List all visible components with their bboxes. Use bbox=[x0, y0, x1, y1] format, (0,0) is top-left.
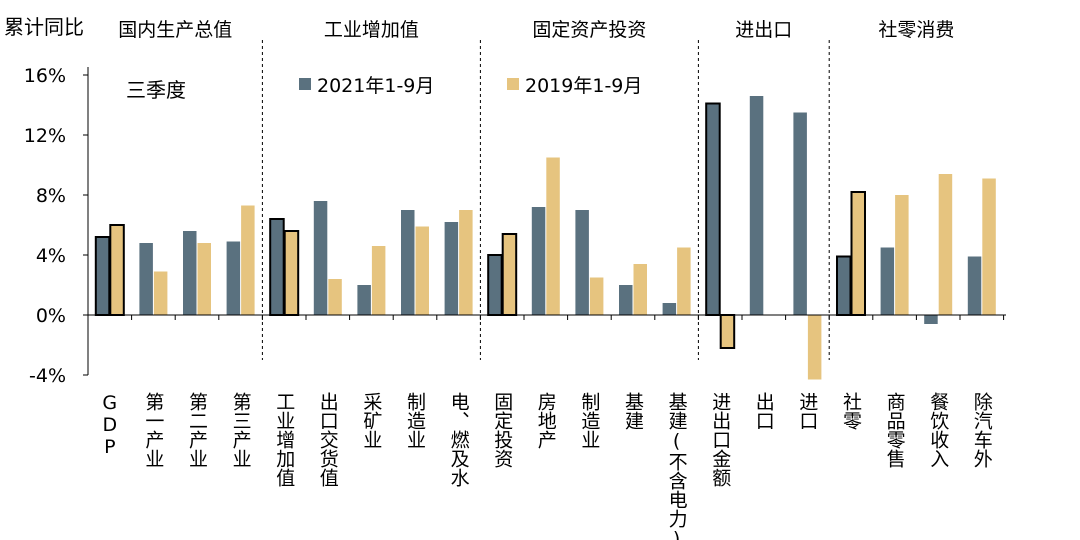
bar-2019-10 bbox=[546, 157, 560, 315]
category-label: 基建(不含电力) bbox=[666, 392, 688, 540]
bar-2021-7 bbox=[401, 210, 415, 315]
category-label: 第一产业 bbox=[142, 392, 164, 468]
bar-2021-18 bbox=[880, 247, 895, 315]
legend-swatch-2019 bbox=[507, 78, 519, 90]
bar-2021-16 bbox=[793, 112, 807, 315]
category-label: 商品零售 bbox=[884, 392, 906, 468]
category-label: 餐饮收入 bbox=[927, 392, 949, 468]
category-label: GDP bbox=[99, 392, 121, 458]
category-label: 制造业 bbox=[404, 392, 426, 449]
bar-2021-17 bbox=[836, 255, 852, 316]
bar-2019-5 bbox=[328, 279, 342, 315]
bar-2021-6 bbox=[357, 285, 371, 315]
bar-2021-1 bbox=[139, 243, 153, 315]
bar-2021-9 bbox=[487, 254, 503, 316]
bar-2021-2 bbox=[183, 231, 197, 315]
y-tick-label: 8% bbox=[36, 185, 66, 207]
category-label: 社零 bbox=[840, 392, 862, 430]
category-label: 基建 bbox=[622, 392, 644, 430]
legend-label-2019: 2019年1-9月 bbox=[525, 75, 642, 97]
bar-2019-9 bbox=[501, 233, 518, 316]
bar-2021-11 bbox=[575, 210, 589, 315]
legend-swatch-2021 bbox=[299, 78, 311, 90]
bar-2019-6 bbox=[371, 246, 386, 315]
group-label: 进出口 bbox=[735, 19, 792, 41]
category-label: 进出口金额 bbox=[709, 392, 731, 487]
bar-2021-10 bbox=[531, 207, 546, 315]
category-label: 房地产 bbox=[535, 392, 557, 449]
bar-2019-1 bbox=[153, 271, 168, 315]
legend-label-2021: 2021年1-9月 bbox=[317, 75, 434, 97]
bar-2021-14 bbox=[705, 102, 721, 316]
category-label: 固定投资 bbox=[491, 392, 513, 468]
group-label: 工业增加值 bbox=[324, 19, 419, 41]
bar-2019-8 bbox=[459, 210, 473, 315]
bar-2019-13 bbox=[677, 247, 691, 315]
bar-2019-19 bbox=[938, 174, 953, 315]
category-label: 出口交货值 bbox=[317, 392, 339, 487]
bar-2019-0 bbox=[109, 224, 125, 316]
bar-2021-12 bbox=[619, 285, 633, 315]
bar-2021-3 bbox=[226, 241, 241, 315]
category-label: 第二产业 bbox=[186, 392, 208, 468]
y-tick-label: 4% bbox=[36, 245, 66, 267]
bar-2019-12 bbox=[633, 264, 647, 315]
y-tick-label: 0% bbox=[36, 305, 66, 327]
bar-2021-5 bbox=[313, 201, 328, 315]
bar-2019-11 bbox=[589, 277, 604, 315]
bar-2019-7 bbox=[415, 226, 429, 315]
bar-2021-19 bbox=[924, 315, 938, 324]
category-label: 进口 bbox=[796, 392, 818, 430]
bar-2019-4 bbox=[283, 230, 300, 316]
bar-2019-3 bbox=[241, 205, 255, 315]
bar-2021-13 bbox=[662, 303, 677, 315]
bar-2021-0 bbox=[94, 236, 111, 316]
category-label: 工业增加值 bbox=[273, 392, 295, 487]
annotation-q3: 三季度 bbox=[126, 78, 186, 102]
y-tick-label: -4% bbox=[29, 365, 66, 387]
group-label: 固定资产投资 bbox=[532, 19, 646, 41]
bar-2019-20 bbox=[982, 178, 996, 315]
category-label: 电、燃及水 bbox=[448, 392, 470, 487]
group-label: 社零消费 bbox=[878, 19, 954, 41]
y-tick-label: 16% bbox=[24, 65, 66, 87]
bar-2019-16 bbox=[807, 315, 822, 380]
y-tick-label: 12% bbox=[24, 125, 66, 147]
category-label: 除汽车外 bbox=[971, 392, 993, 468]
category-label: 制造业 bbox=[578, 392, 600, 449]
bar-2021-15 bbox=[749, 96, 764, 315]
bar-2019-18 bbox=[895, 195, 909, 315]
bar-2021-4 bbox=[269, 218, 285, 316]
bar-2019-17 bbox=[850, 191, 866, 316]
bar-2021-20 bbox=[967, 256, 982, 315]
y-axis-label: 累计同比 bbox=[4, 15, 84, 39]
bar-2019-2 bbox=[197, 243, 211, 315]
category-label: 第三产业 bbox=[230, 392, 252, 468]
category-label: 出口 bbox=[753, 392, 775, 430]
bar-2019-14 bbox=[719, 314, 736, 349]
group-label: 国内生产总值 bbox=[118, 19, 232, 41]
category-label: 采矿业 bbox=[360, 392, 382, 449]
bar-2021-8 bbox=[444, 222, 459, 315]
